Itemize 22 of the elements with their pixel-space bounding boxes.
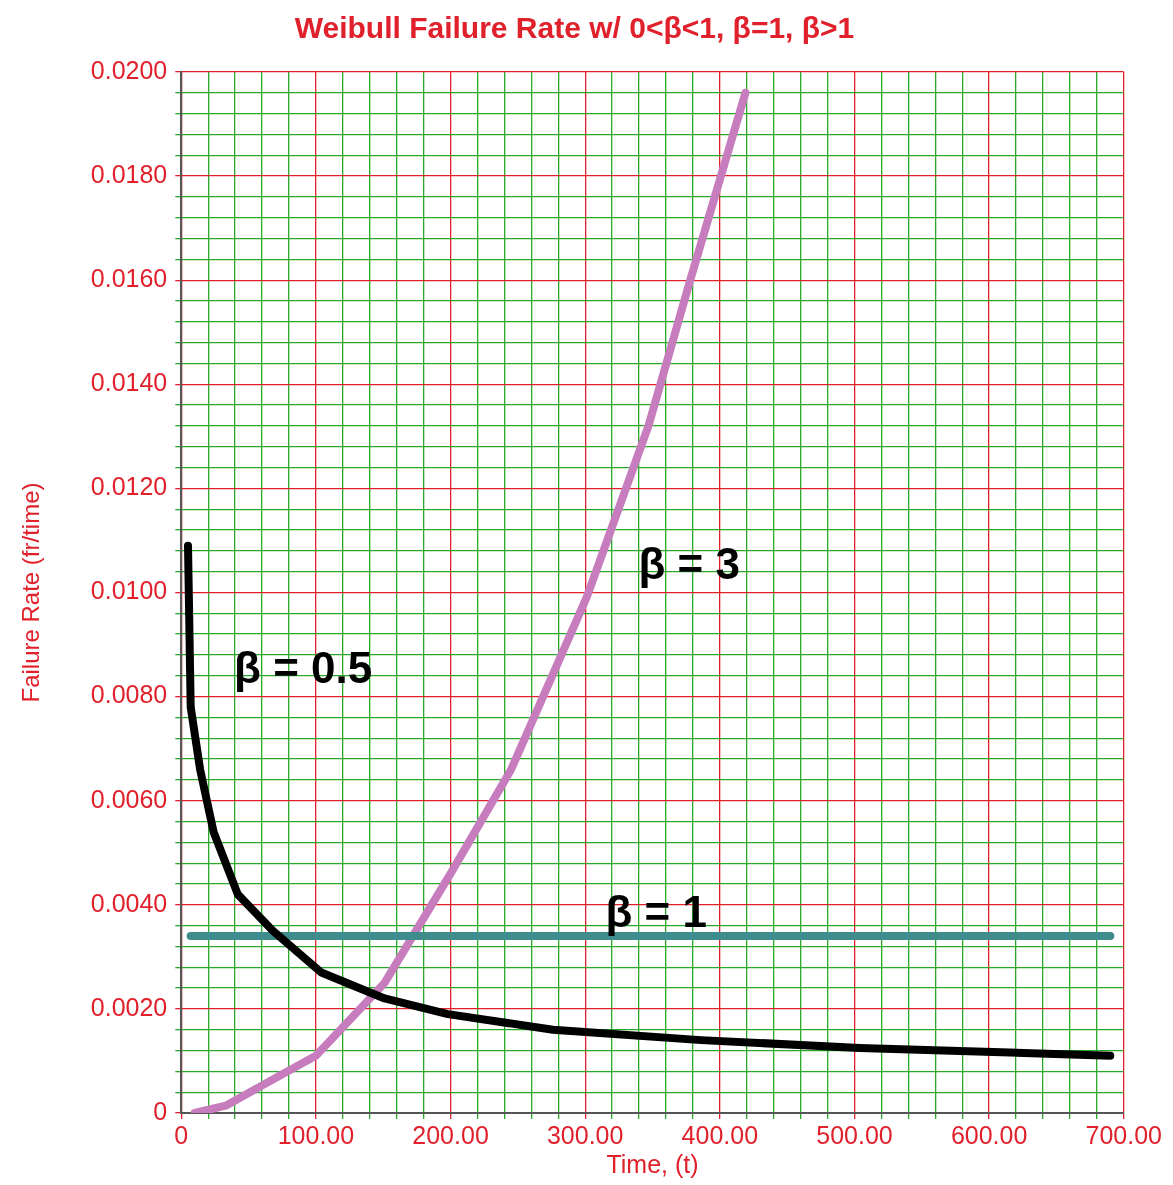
y-tick-label: 0.0100 bbox=[90, 576, 168, 605]
y-tick-label: 0.0120 bbox=[90, 472, 168, 501]
chart-title: Weibull Failure Rate w/ 0<β<1, β=1, β>1 bbox=[294, 11, 855, 45]
y-tick-label: 0.0020 bbox=[90, 992, 168, 1021]
y-tick-label: 0.0160 bbox=[90, 264, 168, 293]
x-tick-label: 0 bbox=[174, 1120, 189, 1149]
x-tick-label: 100.00 bbox=[277, 1120, 355, 1149]
y-tick-label: 0.0080 bbox=[90, 680, 168, 709]
y-tick-label: 0 bbox=[153, 1096, 168, 1125]
y-tick-label: 0.0060 bbox=[90, 784, 168, 813]
x-tick-label: 300.00 bbox=[546, 1120, 624, 1149]
y-tick-label: 0.0140 bbox=[90, 368, 168, 397]
x-tick-label: 200.00 bbox=[412, 1120, 489, 1149]
x-tick-label: 600.00 bbox=[950, 1120, 1028, 1149]
y-tick-label: 0.0040 bbox=[90, 888, 168, 917]
x-tick-label: 400.00 bbox=[681, 1120, 759, 1149]
x-tick-label: 700.00 bbox=[1085, 1120, 1162, 1149]
x-tick-label: 500.00 bbox=[816, 1120, 893, 1149]
x-axis-title: Time, (t) bbox=[606, 1149, 699, 1178]
y-axis-title: Failure Rate (fr/time) bbox=[17, 482, 45, 703]
y-tick-label: 0.0180 bbox=[90, 159, 168, 188]
y-tick-label: 0.0200 bbox=[90, 55, 168, 84]
